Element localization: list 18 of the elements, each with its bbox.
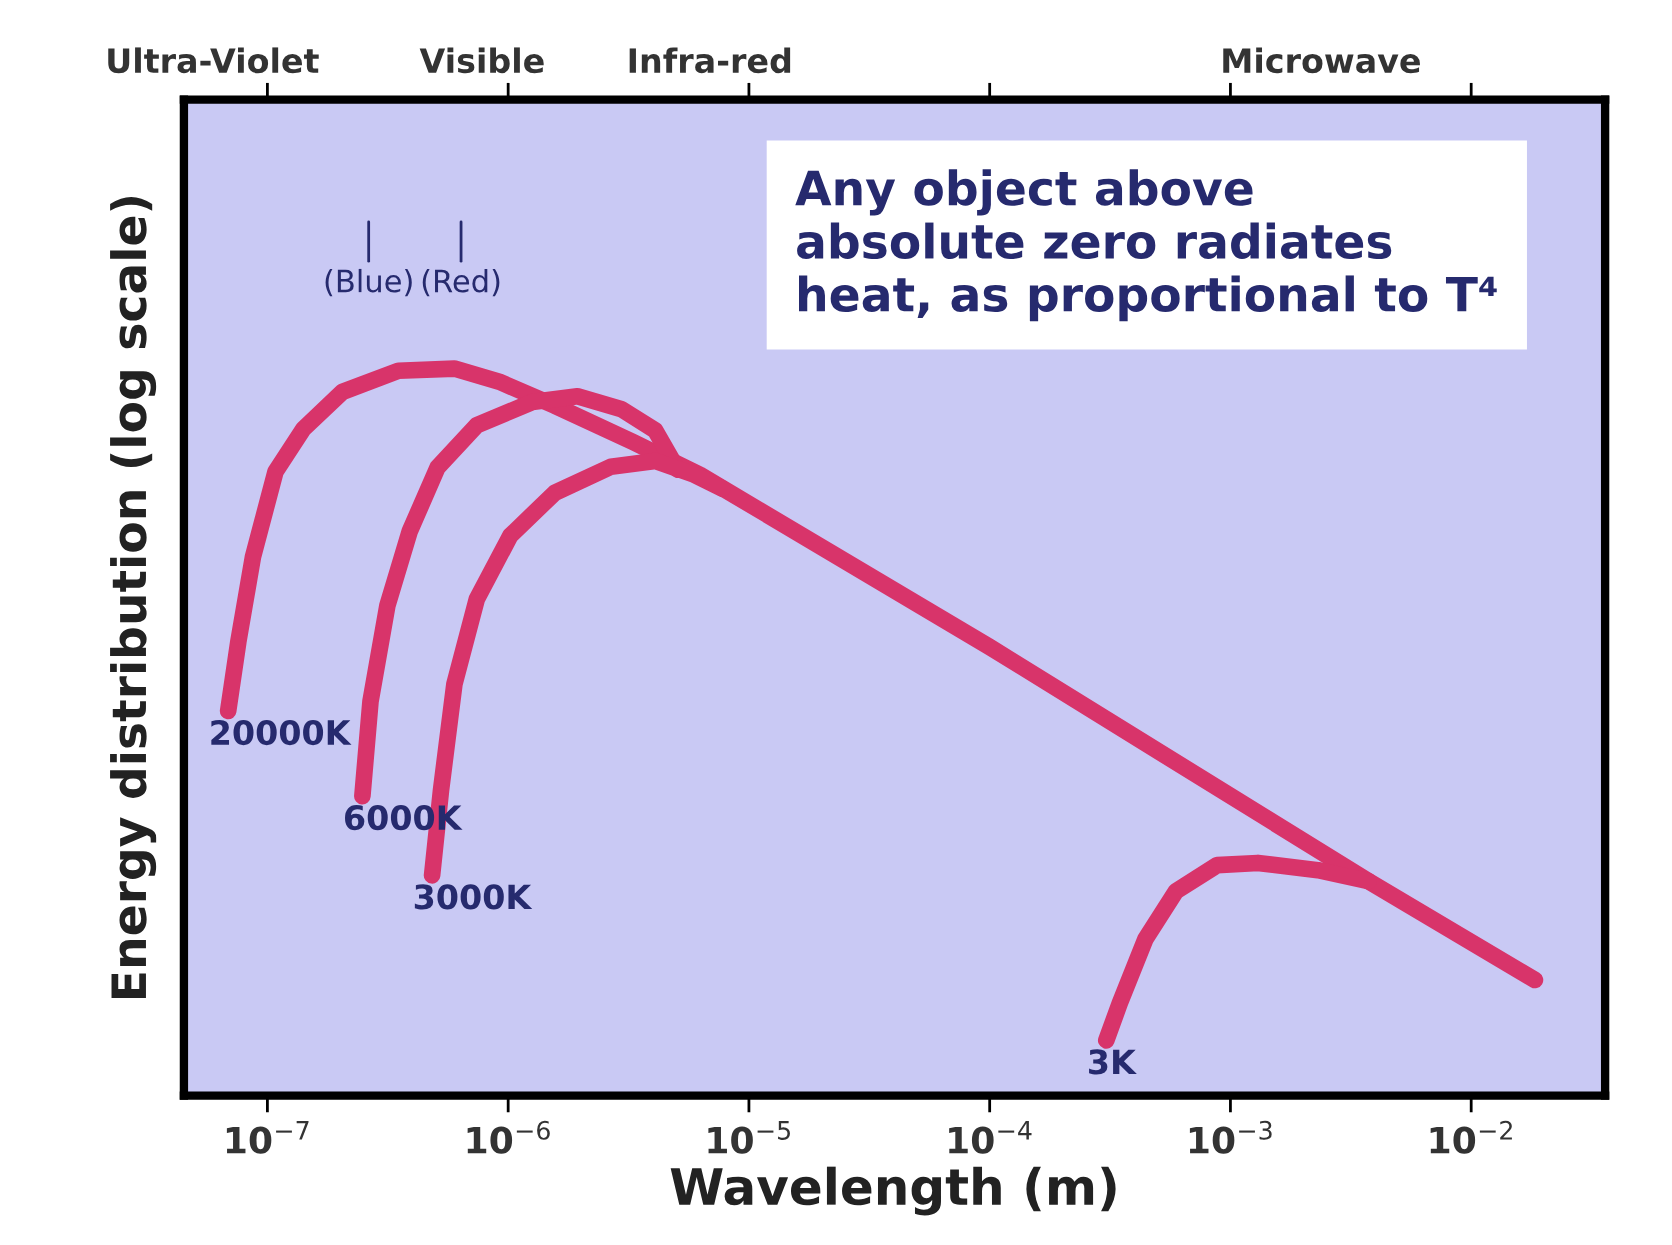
x-axis-title: Wavelength (m) — [670, 1166, 1116, 1216]
series-label: 20000K — [211, 719, 352, 746]
x-tick-label: 10$^{−3}$ — [1189, 1120, 1272, 1154]
text: Any object above absolute zero radiates heat, as proportional to T⁴ — [795, 169, 1497, 322]
series-label: 3K — [1089, 1049, 1137, 1075]
x-tick-label: 10$^{−6}$ — [467, 1120, 550, 1154]
x-tick-label: 10$^{−5}$ — [708, 1121, 790, 1154]
text: Infra-red — [629, 47, 791, 74]
text: (Red) — [422, 268, 500, 297]
text: Ultra-Violet — [108, 47, 319, 74]
text: Visible — [419, 47, 544, 74]
x-tick-label: 10$^{−7}$ — [226, 1121, 309, 1154]
text: (Blue) — [325, 268, 412, 297]
x-tick-label: 10$^{−4}$ — [949, 1121, 1032, 1154]
series-label: 3000K — [414, 884, 533, 910]
x-tick-label: 10$^{−2}$ — [1430, 1120, 1512, 1154]
text: Microwave — [1223, 47, 1420, 74]
y-axis-title: Energy distribution (log scale) — [110, 197, 157, 998]
